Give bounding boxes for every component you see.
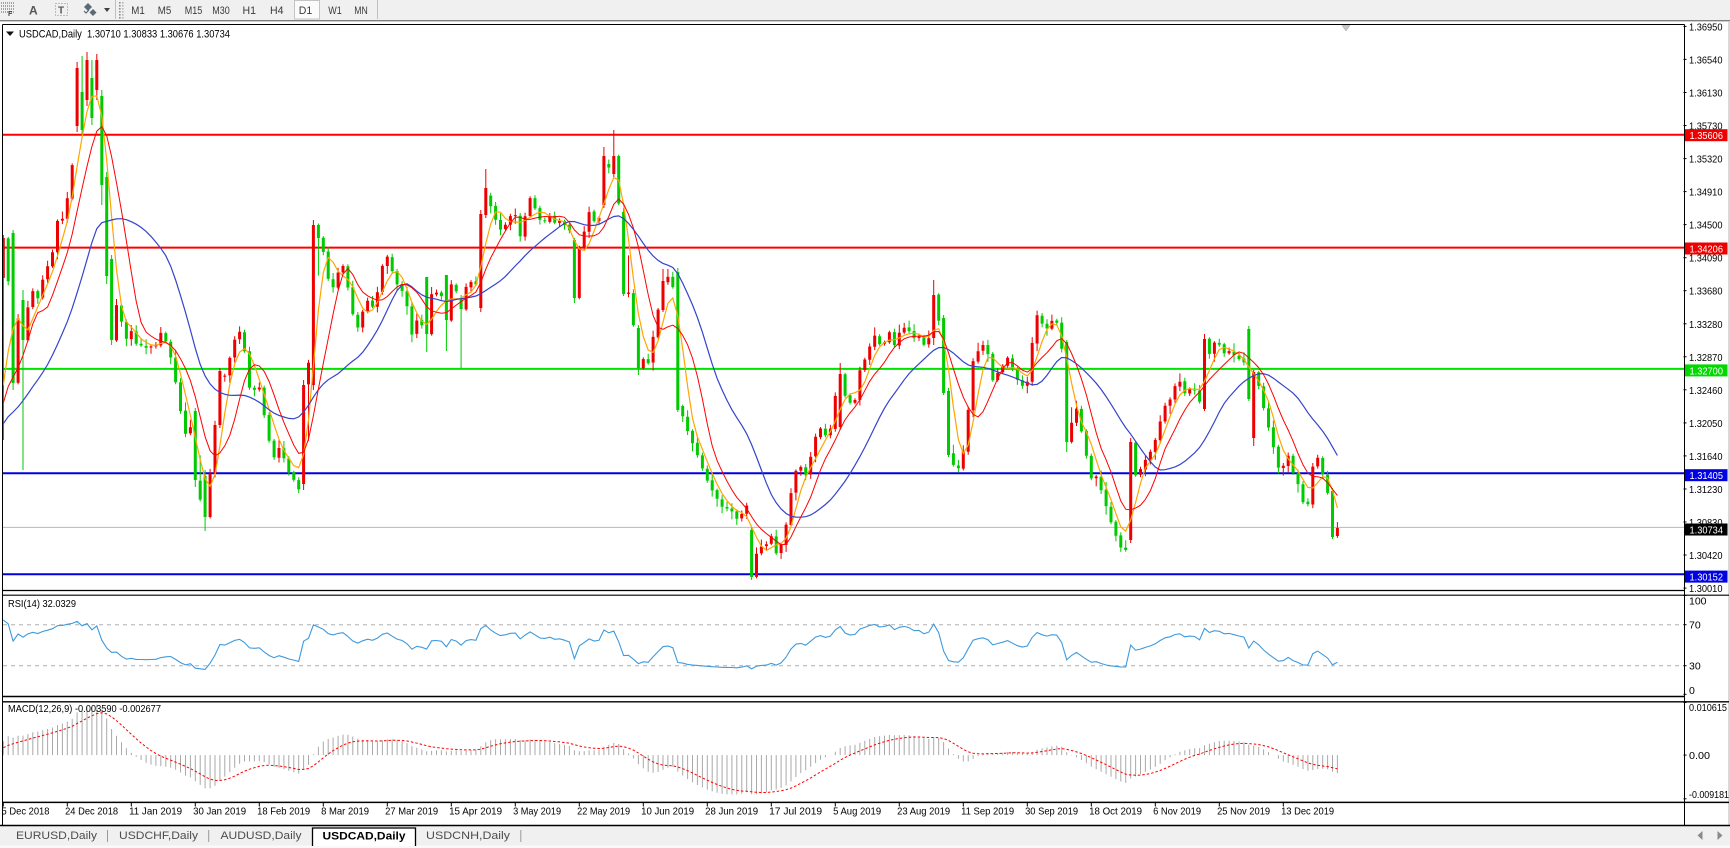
svg-text:1.30734: 1.30734 — [1690, 525, 1724, 537]
svg-text:17 Jul 2019: 17 Jul 2019 — [769, 805, 822, 817]
svg-text:23 Aug 2019: 23 Aug 2019 — [897, 805, 950, 817]
svg-text:1.32870: 1.32870 — [1689, 352, 1723, 364]
svg-text:13 Dec 2019: 13 Dec 2019 — [1281, 805, 1334, 817]
svg-text:1.33680: 1.33680 — [1689, 286, 1723, 298]
svg-text:28 Jun 2019: 28 Jun 2019 — [705, 805, 758, 817]
svg-text:H1: H1 — [243, 5, 257, 17]
svg-text:1.34910: 1.34910 — [1689, 187, 1723, 199]
svg-text:11 Jan 2019: 11 Jan 2019 — [129, 805, 182, 817]
svg-text:30 Sep 2019: 30 Sep 2019 — [1025, 805, 1078, 817]
svg-text:1.34206: 1.34206 — [1690, 244, 1724, 256]
svg-text:1.35606: 1.35606 — [1690, 130, 1724, 142]
svg-text:AUDUSD,Daily: AUDUSD,Daily — [221, 830, 303, 842]
svg-text:10 Jun 2019: 10 Jun 2019 — [641, 805, 694, 817]
svg-text:-0.009181: -0.009181 — [1689, 789, 1729, 801]
svg-text:1.36950: 1.36950 — [1689, 21, 1723, 33]
svg-text:25 Nov 2019: 25 Nov 2019 — [1217, 805, 1270, 817]
svg-text:22 May 2019: 22 May 2019 — [577, 805, 630, 817]
svg-text:M5: M5 — [158, 5, 172, 17]
svg-text:3 May 2019: 3 May 2019 — [513, 805, 561, 817]
svg-text:1.32460: 1.32460 — [1689, 385, 1723, 397]
svg-text:1.30152: 1.30152 — [1690, 572, 1724, 584]
svg-text:M1: M1 — [131, 5, 145, 17]
svg-text:MN: MN — [354, 5, 368, 17]
svg-text:D1: D1 — [299, 5, 313, 17]
svg-text:27 Mar 2019: 27 Mar 2019 — [385, 805, 438, 817]
svg-text:F: F — [8, 11, 13, 18]
svg-text:USDCAD,Daily: USDCAD,Daily — [323, 831, 407, 843]
svg-text:1.36130: 1.36130 — [1689, 88, 1723, 100]
svg-text:11 Sep 2019: 11 Sep 2019 — [961, 805, 1014, 817]
svg-text:0: 0 — [1689, 685, 1695, 697]
svg-text:T: T — [58, 6, 64, 17]
svg-text:30 Jan 2019: 30 Jan 2019 — [193, 805, 246, 817]
svg-text:1.36540: 1.36540 — [1689, 54, 1723, 66]
svg-text:30: 30 — [1689, 661, 1701, 673]
svg-text:MACD(12,26,9) -0.003590 -0.002: MACD(12,26,9) -0.003590 -0.002677 — [8, 704, 161, 715]
svg-text:18 Feb 2019: 18 Feb 2019 — [257, 805, 310, 817]
svg-text:24 Dec 2018: 24 Dec 2018 — [65, 805, 118, 817]
svg-text:5 Dec 2018: 5 Dec 2018 — [2, 805, 50, 817]
svg-text:USDCHF,Daily: USDCHF,Daily — [119, 830, 199, 842]
svg-text:1.33280: 1.33280 — [1689, 319, 1723, 331]
svg-text:RSI(14) 32.0329: RSI(14) 32.0329 — [8, 599, 76, 610]
svg-text:M15: M15 — [185, 5, 203, 17]
svg-text:100: 100 — [1689, 596, 1707, 608]
svg-text:1.31230: 1.31230 — [1689, 484, 1723, 496]
svg-text:1.34500: 1.34500 — [1689, 220, 1723, 232]
svg-text:1.34090: 1.34090 — [1689, 253, 1723, 265]
svg-text:W1: W1 — [328, 5, 342, 17]
svg-text:15 Apr 2019: 15 Apr 2019 — [449, 805, 502, 817]
svg-text:18 Oct 2019: 18 Oct 2019 — [1089, 805, 1142, 817]
svg-text:0.00: 0.00 — [1689, 750, 1710, 762]
svg-text:70: 70 — [1689, 620, 1701, 632]
svg-text:M30: M30 — [212, 5, 230, 17]
svg-text:8 Mar 2019: 8 Mar 2019 — [321, 805, 369, 817]
svg-text:1.32700: 1.32700 — [1690, 365, 1724, 377]
svg-text:1.32050: 1.32050 — [1689, 418, 1723, 430]
svg-text:1.31405: 1.31405 — [1690, 470, 1724, 482]
svg-text:USDCNH,Daily: USDCNH,Daily — [426, 830, 511, 842]
svg-text:A: A — [29, 4, 38, 18]
svg-text:1.30010: 1.30010 — [1689, 583, 1723, 595]
svg-text:6 Nov 2019: 6 Nov 2019 — [1153, 805, 1201, 817]
svg-text:1.30420: 1.30420 — [1689, 550, 1723, 562]
svg-text:0.010615: 0.010615 — [1689, 702, 1727, 714]
svg-text:1.31640: 1.31640 — [1689, 451, 1723, 463]
svg-text:USDCAD,Daily 1.30710 1.30833: USDCAD,Daily 1.30710 1.30833 1.30676 1.3… — [19, 29, 230, 41]
svg-text:H4: H4 — [270, 5, 284, 17]
svg-text:EURUSD,Daily: EURUSD,Daily — [16, 830, 98, 842]
svg-text:5 Aug 2019: 5 Aug 2019 — [833, 805, 881, 817]
svg-text:1.35320: 1.35320 — [1689, 154, 1723, 166]
